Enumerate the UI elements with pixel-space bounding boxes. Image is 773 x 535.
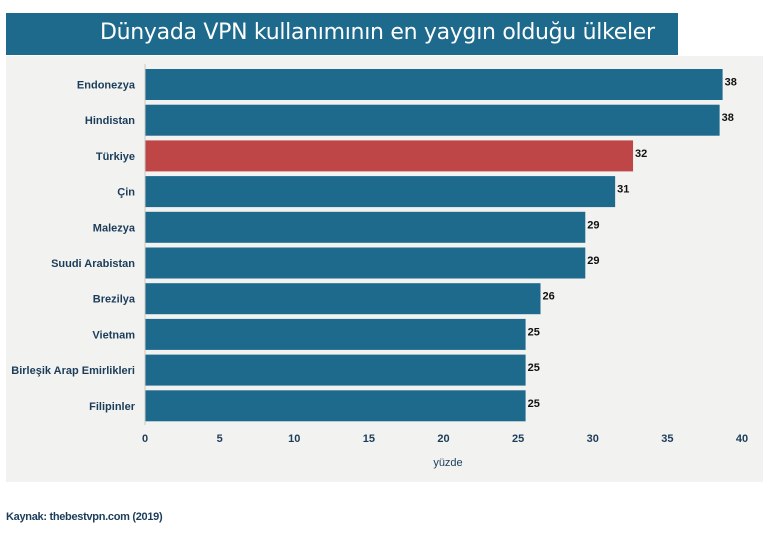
x-tick-label-2: 10: [288, 433, 300, 445]
title-bar: Dünyada VPN kullanımının en yaygın olduğ…: [6, 13, 678, 55]
category-label-8: Birleşik Arap Emirlikleri: [11, 365, 135, 377]
value-label-9: 25: [528, 398, 540, 410]
source-note: Kaynak: thebestvpn.com (2019): [6, 511, 163, 523]
value-label-6: 26: [543, 291, 555, 303]
category-labels-group: Endonezya Hindistan Türkiye Çin Malezya Suudi…: [11, 80, 136, 413]
category-label-6: Brezilya: [93, 294, 136, 306]
category-label-7: Vietnam: [92, 329, 135, 341]
value-label-8: 25: [528, 362, 540, 374]
x-tick-labels-group: 0 5 10 15 20 25 30 35 40: [142, 433, 748, 445]
value-labels-group: 38 38 32 31 29 29 26 25 25 25: [528, 77, 737, 410]
bar-9: [145, 390, 526, 422]
x-tick-label-8: 40: [736, 433, 748, 445]
category-label-5: Suudi Arabistan: [51, 258, 135, 270]
category-label-2: Türkiye: [96, 151, 135, 163]
value-label-7: 25: [528, 326, 540, 338]
bar-3: [145, 176, 616, 208]
value-label-4: 29: [587, 219, 599, 231]
category-label-3: Çin: [117, 187, 135, 199]
category-label-1: Hindistan: [85, 115, 135, 127]
value-label-1: 38: [722, 112, 734, 124]
x-tick-label-1: 5: [217, 433, 223, 445]
bar-4: [145, 211, 586, 243]
bars-group: [145, 69, 723, 422]
bar-1: [145, 104, 720, 136]
value-label-3: 31: [617, 184, 629, 196]
bar-8: [145, 354, 526, 386]
x-tick-label-5: 25: [512, 433, 524, 445]
value-label-5: 29: [587, 255, 599, 267]
value-label-0: 38: [725, 77, 737, 89]
x-tick-label-7: 35: [661, 433, 673, 445]
chart-title: Dünyada VPN kullanımının en yaygın olduğ…: [100, 20, 655, 45]
bar-2: [145, 140, 634, 172]
bar-7: [145, 318, 526, 350]
category-label-4: Malezya: [93, 222, 136, 234]
value-label-2: 32: [635, 148, 647, 160]
category-label-0: Endonezya: [77, 80, 136, 92]
x-tick-label-4: 20: [437, 433, 449, 445]
bar-5: [145, 247, 586, 279]
bar-6: [145, 283, 541, 315]
x-tick-label-3: 15: [363, 433, 375, 445]
bar-0: [145, 69, 723, 100]
x-axis-title: yüzde: [433, 457, 462, 469]
x-tick-label-6: 30: [587, 433, 599, 445]
category-label-9: Filipinler: [89, 401, 136, 413]
x-tick-label-0: 0: [142, 433, 148, 445]
